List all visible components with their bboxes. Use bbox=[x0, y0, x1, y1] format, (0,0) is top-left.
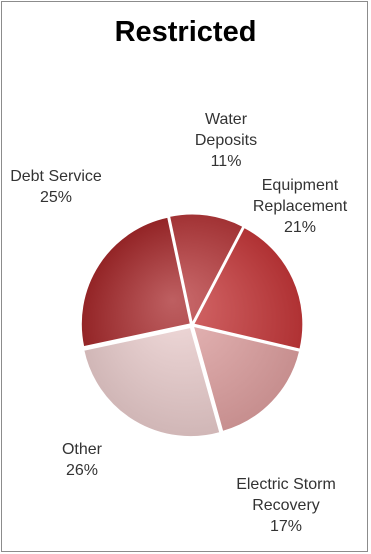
label-equipment-replacement: Equipment Replacement 21% bbox=[250, 175, 350, 238]
slice-label-line: Equipment bbox=[261, 177, 339, 194]
slice-label-line: Recovery bbox=[252, 497, 320, 514]
slice-label-line: Debt Service bbox=[10, 168, 102, 185]
pie-slice-electric-storm-recovery bbox=[192, 325, 301, 432]
slice-label-line: Deposits bbox=[194, 132, 258, 149]
slice-percent-label: 11% bbox=[210, 153, 242, 170]
slice-label-line: Replacement bbox=[252, 198, 348, 215]
slice-label-line: Water bbox=[204, 111, 248, 128]
slice-percent-label: 26% bbox=[65, 462, 99, 479]
label-debt-service: Debt Service 25% bbox=[6, 166, 106, 208]
chart-title: Restricted bbox=[114, 16, 257, 48]
slice-label-line: Electric Storm bbox=[236, 476, 336, 493]
label-electric-storm-recovery: Electric Storm Recovery 17% bbox=[226, 474, 346, 537]
label-other: Other 26% bbox=[42, 439, 122, 481]
label-water-deposits: Water Deposits 11% bbox=[186, 109, 266, 172]
slice-percent-label: 21% bbox=[283, 219, 317, 236]
slice-label-line: Other bbox=[61, 441, 102, 458]
slice-percent-label: 25% bbox=[39, 189, 73, 206]
pie-slice-equipment-replacement bbox=[193, 226, 304, 350]
pie-slice-debt-service bbox=[80, 216, 191, 348]
slice-percent-label: 17% bbox=[269, 518, 303, 535]
pie-slice-water-deposits bbox=[169, 213, 244, 325]
pie-slice-other bbox=[83, 326, 221, 437]
